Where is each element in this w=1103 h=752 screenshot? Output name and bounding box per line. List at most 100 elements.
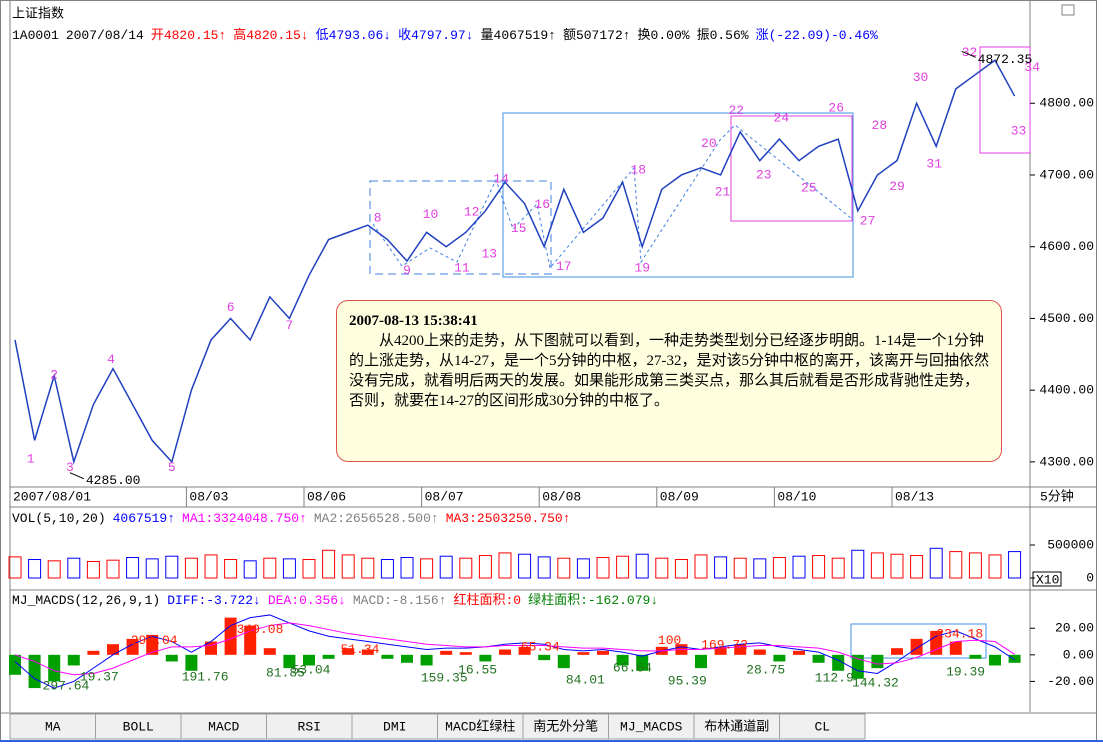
y-tick-label: 4300.00	[1039, 454, 1094, 469]
wave-label: 14	[493, 172, 509, 187]
wave-label: 2	[50, 368, 58, 383]
volume-bar	[126, 557, 140, 579]
text-item: 额507172↑	[563, 28, 631, 43]
macd-bar	[597, 650, 609, 655]
y-tick-label: 4400.00	[1039, 383, 1094, 398]
volume-bar	[361, 557, 375, 579]
volume-bar	[184, 557, 198, 579]
volume-bar	[224, 559, 238, 579]
scale-label: X10	[1036, 572, 1059, 587]
wave-label: 10	[423, 207, 439, 222]
macd-bar	[401, 654, 413, 663]
area-label: 95.39	[668, 673, 707, 688]
wave-label: 22	[728, 103, 744, 118]
tab-label: MJ_MACDS	[620, 719, 683, 734]
volume-bar	[478, 555, 492, 579]
text-item: 涨(-22.09)-0.46%	[756, 28, 878, 43]
macd-bar	[28, 654, 41, 689]
comment-text: 从4200上来的走势，从下图就可以看到，一种走势类型划分已经逐步明朗。1-14是…	[349, 333, 989, 409]
macd-bar	[695, 654, 707, 669]
volume-bar	[772, 557, 786, 579]
volume-bar	[459, 557, 473, 579]
macd-bar	[303, 654, 315, 666]
text-item: 高4820.15↓	[233, 27, 308, 43]
area-label: 191.76	[182, 669, 229, 684]
macd-bar	[361, 649, 374, 655]
area-label: 16.55	[458, 662, 497, 677]
y-tick-label: -20.00	[1047, 674, 1094, 689]
tab-label: MACD	[208, 719, 239, 734]
wave-label: 28	[872, 118, 888, 133]
text-item: 换0.00%	[638, 28, 690, 43]
wave-label: 11	[454, 261, 470, 276]
volume-bar	[753, 558, 767, 579]
tab[interactable]	[522, 713, 609, 740]
macd-bar	[734, 644, 747, 655]
area-label: 81.85	[266, 665, 305, 680]
volume-bar	[282, 558, 296, 579]
tab[interactable]	[693, 713, 780, 740]
tab[interactable]	[608, 713, 695, 740]
period-label: 5分钟	[1040, 488, 1074, 504]
scale-box	[1032, 571, 1062, 587]
volume-bar	[616, 555, 630, 579]
macd-bar	[949, 641, 962, 655]
y-tick-label: 4500.00	[1039, 311, 1094, 326]
wave-label: 26	[828, 101, 844, 116]
macd-bar	[440, 650, 453, 655]
x-tick-label: 08/08	[542, 489, 581, 504]
macd-bar	[793, 650, 805, 655]
tab[interactable]	[9, 713, 96, 740]
volume-bar	[439, 555, 453, 579]
tab[interactable]	[95, 713, 182, 740]
text-item: MA3:2503250.750↑	[446, 511, 571, 526]
volume-bar	[47, 560, 61, 579]
macd-bar	[244, 625, 257, 655]
volume-bar	[714, 556, 728, 579]
volume-bar	[596, 557, 610, 579]
volume-bar	[557, 557, 571, 579]
wave-label: 15	[511, 221, 527, 236]
tab[interactable]	[351, 713, 438, 740]
area-label: 100	[658, 633, 681, 648]
macd-bar	[342, 648, 355, 655]
tab[interactable]	[266, 713, 353, 740]
macd-bar	[989, 654, 1001, 666]
text-item: 振0.56%	[697, 28, 749, 43]
area-label: 19.37	[80, 669, 119, 684]
wave-label: 17	[556, 259, 572, 274]
volume-bar	[812, 555, 826, 579]
area-label: 84.01	[566, 672, 605, 687]
tab-label: 南无外分笔	[533, 718, 598, 734]
volume-bar	[341, 554, 355, 579]
extreme-mark	[961, 50, 976, 58]
volume-bar	[263, 557, 277, 579]
wave-label: 19	[634, 261, 650, 276]
macd-title: MJ_MACDS(12,26,9,1) DIFF:-3.722↓ DEA:0.356…	[12, 592, 658, 608]
wave-label: 20	[701, 136, 717, 151]
stroke-line	[372, 124, 852, 270]
text-item: MJ_MACDS(12,26,9,1)	[12, 593, 160, 608]
comment-time: 2007-08-13 15:38:41	[349, 313, 478, 329]
y-tick-label: 4600.00	[1039, 239, 1094, 254]
macd-bar	[636, 654, 649, 671]
y-tick-label: 0.00	[1063, 647, 1094, 662]
header-title: 上证指数	[12, 6, 64, 21]
y-tick-label: 500000	[1047, 537, 1094, 552]
volume-bar	[890, 553, 904, 579]
volume-bar	[322, 549, 336, 579]
macd-bar	[224, 617, 237, 655]
window-icon[interactable]	[1061, 4, 1075, 16]
area-label: 112.9	[815, 670, 854, 685]
macd-bar	[616, 654, 629, 666]
volume-bar	[1008, 551, 1022, 579]
volume-bar	[204, 554, 218, 579]
volume-bar	[655, 557, 669, 579]
area-label: 66.64	[613, 660, 652, 675]
macd-bar	[263, 648, 276, 655]
extreme-label: 4872.35	[978, 52, 1033, 67]
tab[interactable]	[180, 713, 267, 740]
tab[interactable]	[779, 713, 866, 740]
volume-bar	[28, 559, 42, 579]
